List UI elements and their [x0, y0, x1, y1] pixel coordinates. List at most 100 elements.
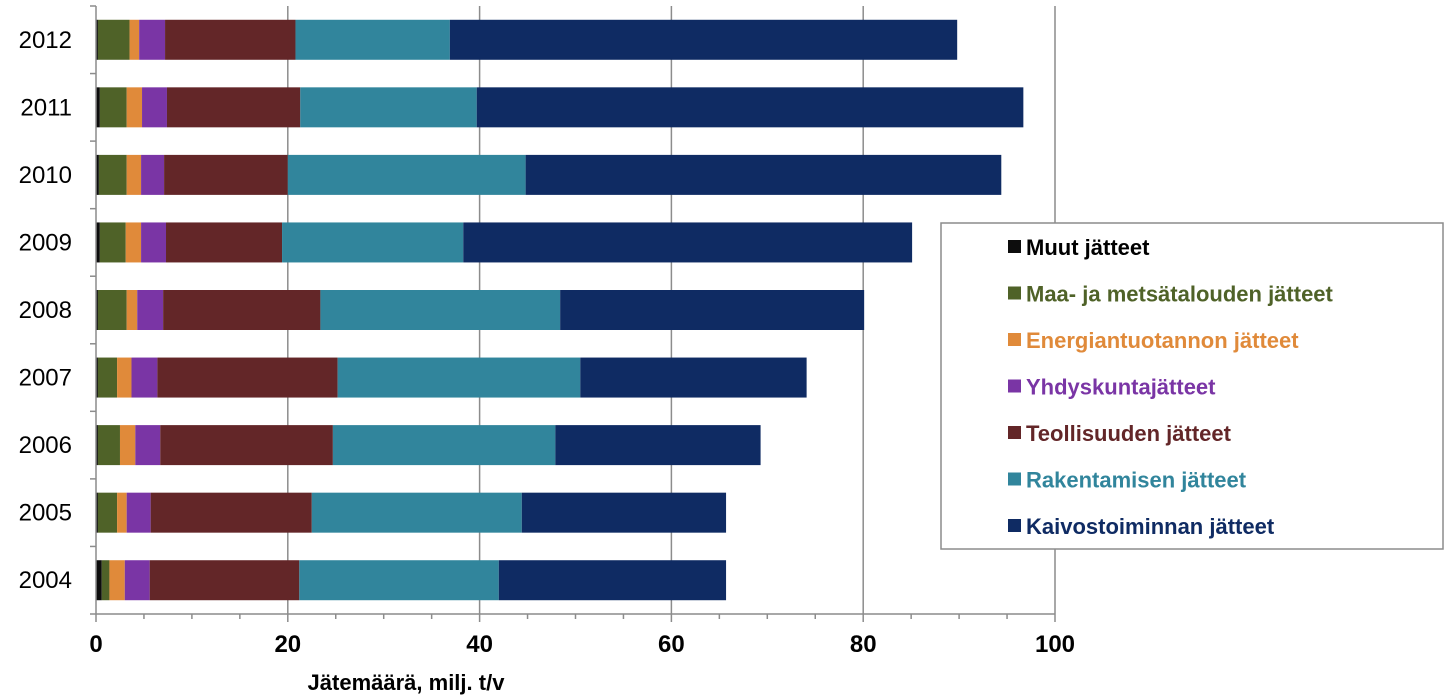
- legend-swatch-3: [1008, 379, 1021, 393]
- legend-swatch-2: [1008, 333, 1021, 346]
- bar-2004-series-3: [124, 560, 150, 601]
- bar-2009-series-5: [282, 222, 464, 263]
- bar-2011-series-2: [126, 87, 143, 128]
- bar-2008-series-6: [560, 290, 865, 330]
- bar-2005-series-2: [117, 492, 127, 533]
- x-axis-title: Jätemäärä, milj. t/v: [308, 670, 506, 695]
- y-tick-label-2005: 2005: [19, 500, 72, 527]
- bar-2012-series-5: [295, 19, 450, 60]
- bar-2007-series-4: [157, 357, 338, 398]
- x-tick-label-80: 80: [850, 631, 877, 658]
- bar-2006-series-0: [96, 425, 98, 466]
- bar-2008-series-4: [163, 290, 321, 330]
- bar-2010-series-6: [525, 154, 1002, 195]
- y-tick-label-2009: 2009: [19, 229, 72, 256]
- y-tick-label-2006: 2006: [19, 432, 72, 459]
- bar-2009-series-1: [99, 222, 126, 263]
- legend-label-3: Yhdyskuntajätteet: [1026, 375, 1216, 400]
- legend: Muut jätteet Maa- ja metsätalouden jättee…: [940, 222, 1444, 550]
- y-tick-label-2004: 2004: [19, 567, 72, 594]
- axes: [90, 5, 1056, 622]
- bar-2004-series-6: [498, 560, 727, 601]
- x-tick-label-40: 40: [466, 631, 493, 658]
- bar-2007-series-3: [131, 357, 158, 398]
- bar-2012-series-1: [97, 19, 130, 60]
- legend-swatch-0: [1008, 240, 1021, 253]
- bar-2010-series-3: [141, 154, 165, 195]
- legend-label-5: Rakentamisen jätteet: [1026, 468, 1247, 493]
- bar-2004-series-1: [101, 560, 110, 601]
- bar-2005-series-5: [311, 492, 522, 533]
- bar-2011-series-3: [142, 87, 167, 128]
- bar-2006-series-5: [332, 425, 556, 466]
- y-tick-labels: 2012 2011 2010 2009 2008 2007 2006 2005 2004: [19, 27, 72, 594]
- bar-2007-series-2: [117, 357, 132, 398]
- x-tick-labels: 0 20 40 60 80 100: [89, 631, 1075, 658]
- x-tick-label-20: 20: [274, 631, 301, 658]
- bar-2010-series-2: [126, 154, 142, 195]
- bar-2005-series-6: [521, 492, 727, 533]
- bar-2006-series-3: [135, 425, 161, 466]
- bar-2011-series-6: [476, 87, 1024, 128]
- bar-2008-series-0: [96, 290, 98, 330]
- bar-2008-series-1: [97, 290, 127, 330]
- bar-2006-series-4: [160, 425, 333, 466]
- legend-label-6: Kaivostoiminnan jätteet: [1026, 514, 1275, 539]
- x-tick-label-0: 0: [89, 631, 102, 658]
- bar-2004-series-5: [299, 560, 499, 601]
- bar-2009-series-4: [166, 222, 283, 263]
- bar-2007-series-6: [580, 357, 807, 398]
- legend-label-0: Muut jätteet: [1026, 235, 1150, 260]
- legend-label-1: Maa- ja metsätalouden jätteet: [1026, 282, 1334, 307]
- bar-2012-series-2: [129, 19, 140, 60]
- y-tick-label-2012: 2012: [19, 27, 72, 54]
- bar-2008-series-3: [137, 290, 164, 330]
- bar-2005-series-1: [97, 492, 118, 533]
- bar-2009-series-2: [125, 222, 142, 263]
- bar-2012-series-3: [139, 19, 166, 60]
- bar-2008-series-5: [320, 290, 561, 330]
- bar-2006-series-6: [555, 425, 761, 466]
- bar-2005-series-3: [126, 492, 151, 533]
- x-tick-label-100: 100: [1035, 631, 1075, 658]
- bar-2012-series-4: [165, 19, 296, 60]
- bar-2004-series-2: [109, 560, 125, 601]
- bar-2005-series-0: [96, 492, 98, 533]
- bar-2009-series-6: [463, 222, 913, 263]
- bar-2009-series-3: [141, 222, 167, 263]
- bar-2007-series-5: [337, 357, 581, 398]
- bar-2008-series-2: [126, 290, 138, 330]
- bar-2011-series-0: [96, 87, 100, 128]
- bar-2009-series-0: [96, 222, 100, 263]
- legend-swatch-6: [1008, 519, 1021, 532]
- bars: [96, 19, 1024, 601]
- bar-2010-series-5: [287, 154, 526, 195]
- legend-box: [940, 222, 1444, 550]
- bar-2012-series-6: [449, 19, 958, 60]
- legend-swatch-1: [1008, 286, 1021, 300]
- x-tick-label-60: 60: [658, 631, 685, 658]
- bar-2011-series-4: [166, 87, 301, 128]
- bar-2006-series-1: [97, 425, 120, 466]
- y-tick-label-2008: 2008: [19, 297, 72, 324]
- y-tick-label-2007: 2007: [19, 365, 72, 392]
- bar-2012-series-0: [96, 19, 98, 60]
- legend-swatch-4: [1008, 426, 1021, 439]
- legend-swatch-5: [1008, 472, 1021, 486]
- bar-2010-series-1: [98, 154, 127, 195]
- bar-2007-series-1: [97, 357, 118, 398]
- bar-2011-series-5: [300, 87, 477, 128]
- bar-2006-series-2: [119, 425, 136, 466]
- bar-2004-series-0: [96, 560, 102, 601]
- legend-label-2: Energiantuotannon jätteet: [1026, 328, 1299, 353]
- bar-2011-series-1: [99, 87, 127, 128]
- bar-2007-series-0: [96, 357, 98, 398]
- y-tick-label-2011: 2011: [20, 94, 72, 121]
- legend-label-4: Teollisuuden jätteet: [1026, 421, 1232, 446]
- y-tick-label-2010: 2010: [19, 162, 72, 189]
- bar-2004-series-4: [149, 560, 300, 601]
- bar-2005-series-4: [150, 492, 312, 533]
- bar-2010-series-4: [164, 154, 288, 195]
- bar-2010-series-0: [96, 154, 99, 195]
